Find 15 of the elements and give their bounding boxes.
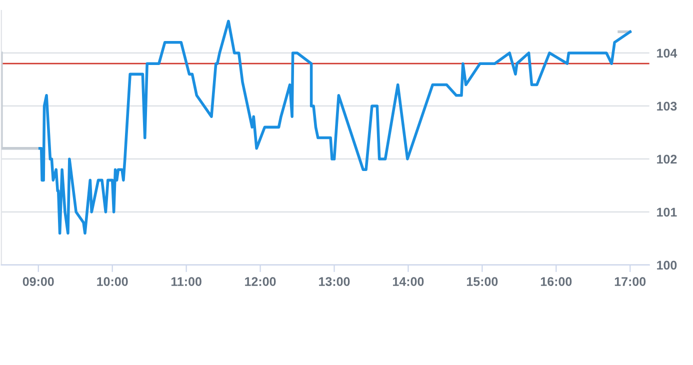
y-tick-label: 104 [657, 48, 678, 58]
y-tick-label: 103 [657, 102, 677, 111]
x-tick-label: 13:00 [319, 277, 350, 286]
x-tick-label: 14:00 [393, 277, 424, 286]
y-tick-label: 102 [657, 154, 677, 164]
x-tick-label: 10:00 [97, 277, 128, 286]
x-tick-label: 12:00 [245, 277, 276, 286]
x-tick-label: 16:00 [540, 277, 572, 286]
x-tick-label: 15:00 [466, 277, 498, 286]
x-tick-label: 17:00 [614, 277, 646, 286]
y-tick-label: 100 [657, 260, 677, 270]
y-tick-label: 101 [657, 208, 677, 217]
x-tick-label: 11:00 [171, 277, 202, 286]
line-series [38, 20, 632, 235]
x-tick-label: 09:00 [22, 277, 54, 286]
